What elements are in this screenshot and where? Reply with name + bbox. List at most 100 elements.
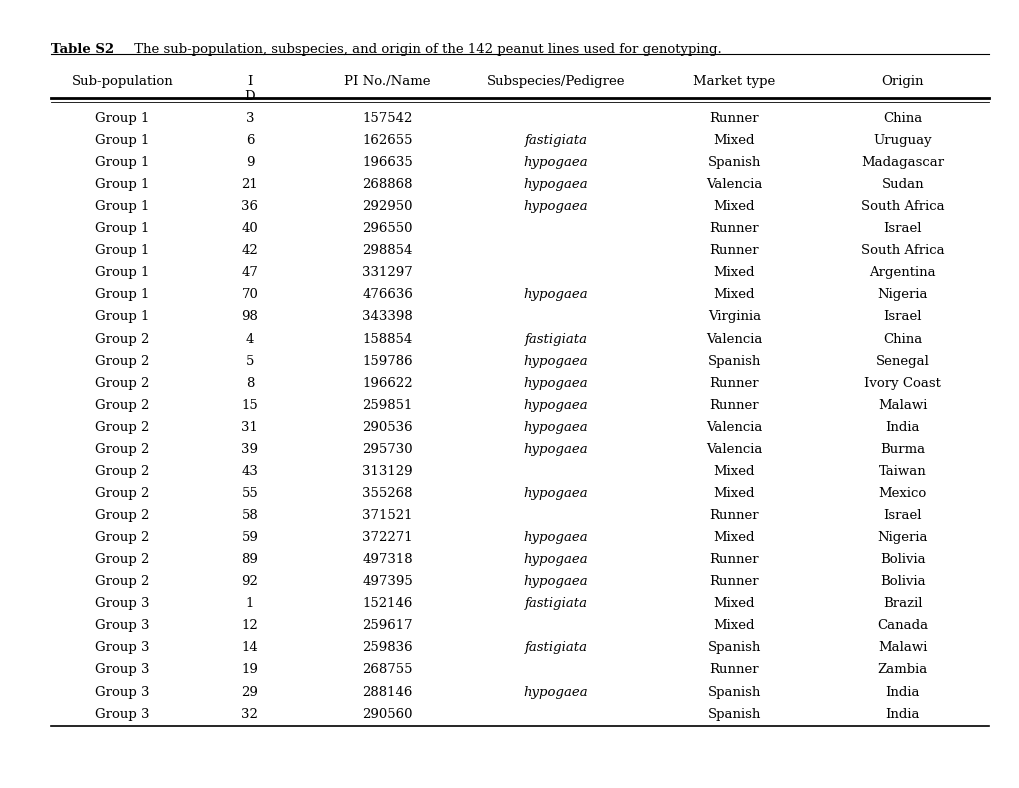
Text: Group 1: Group 1: [95, 222, 150, 235]
Text: 296550: 296550: [362, 222, 413, 235]
Text: 290536: 290536: [362, 421, 413, 433]
Text: Group 2: Group 2: [95, 531, 150, 544]
Text: hypogaea: hypogaea: [523, 355, 588, 367]
Text: Mixed: Mixed: [713, 288, 754, 301]
Text: South Africa: South Africa: [860, 244, 944, 257]
Text: Nigeria: Nigeria: [876, 288, 927, 301]
Text: Spanish: Spanish: [707, 686, 760, 698]
Text: 259836: 259836: [362, 641, 413, 654]
Text: Group 3: Group 3: [95, 708, 150, 720]
Text: 476636: 476636: [362, 288, 413, 301]
Text: 15: 15: [242, 399, 258, 411]
Text: Israel: Israel: [882, 222, 921, 235]
Text: 58: 58: [242, 509, 258, 522]
Text: 1: 1: [246, 597, 254, 610]
Text: Argentina: Argentina: [868, 266, 935, 279]
Text: hypogaea: hypogaea: [523, 200, 588, 213]
Text: hypogaea: hypogaea: [523, 686, 588, 698]
Text: 59: 59: [242, 531, 258, 544]
Text: Group 1: Group 1: [95, 200, 150, 213]
Text: Mixed: Mixed: [713, 619, 754, 632]
Text: Brazil: Brazil: [882, 597, 921, 610]
Text: Group 2: Group 2: [95, 421, 150, 433]
Text: Group 1: Group 1: [95, 178, 150, 191]
Text: 4: 4: [246, 333, 254, 345]
Text: 371521: 371521: [362, 509, 413, 522]
Text: Virginia: Virginia: [707, 310, 760, 323]
Text: Spanish: Spanish: [707, 708, 760, 720]
Text: hypogaea: hypogaea: [523, 487, 588, 500]
Text: hypogaea: hypogaea: [523, 575, 588, 588]
Text: 162655: 162655: [362, 134, 413, 147]
Text: Group 2: Group 2: [95, 575, 150, 588]
Text: 259617: 259617: [362, 619, 413, 632]
Text: Israel: Israel: [882, 509, 921, 522]
Text: Runner: Runner: [709, 575, 758, 588]
Text: 259851: 259851: [362, 399, 413, 411]
Text: Group 2: Group 2: [95, 487, 150, 500]
Text: 5: 5: [246, 355, 254, 367]
Text: 196622: 196622: [362, 377, 413, 389]
Text: Runner: Runner: [709, 244, 758, 257]
Text: 196635: 196635: [362, 156, 413, 169]
Text: Group 1: Group 1: [95, 156, 150, 169]
Text: Runner: Runner: [709, 663, 758, 676]
Text: 159786: 159786: [362, 355, 413, 367]
Text: Israel: Israel: [882, 310, 921, 323]
Text: 89: 89: [242, 553, 258, 566]
Text: fastigiata: fastigiata: [524, 597, 587, 610]
Text: 19: 19: [242, 663, 258, 676]
Text: Ivory Coast: Ivory Coast: [863, 377, 941, 389]
Text: 295730: 295730: [362, 443, 413, 455]
Text: hypogaea: hypogaea: [523, 443, 588, 455]
Text: 290560: 290560: [362, 708, 413, 720]
Text: Valencia: Valencia: [705, 421, 762, 433]
Text: hypogaea: hypogaea: [523, 156, 588, 169]
Text: Subspecies/Pedigree: Subspecies/Pedigree: [486, 75, 625, 87]
Text: hypogaea: hypogaea: [523, 288, 588, 301]
Text: Group 1: Group 1: [95, 112, 150, 125]
Text: Mexico: Mexico: [877, 487, 926, 500]
Text: Group 3: Group 3: [95, 619, 150, 632]
Text: Group 1: Group 1: [95, 310, 150, 323]
Text: 92: 92: [242, 575, 258, 588]
Text: Senegal: Senegal: [875, 355, 928, 367]
Text: Group 3: Group 3: [95, 686, 150, 698]
Text: Madagascar: Madagascar: [860, 156, 944, 169]
Text: 9: 9: [246, 156, 254, 169]
Text: 292950: 292950: [362, 200, 413, 213]
Text: Sub-population: Sub-population: [71, 75, 173, 87]
Text: Group 3: Group 3: [95, 641, 150, 654]
Text: Spanish: Spanish: [707, 156, 760, 169]
Text: 29: 29: [242, 686, 258, 698]
Text: 313129: 313129: [362, 465, 413, 478]
Text: Runner: Runner: [709, 553, 758, 566]
Text: I
D: I D: [245, 75, 255, 103]
Text: Malawi: Malawi: [877, 641, 926, 654]
Text: 70: 70: [242, 288, 258, 301]
Text: Mixed: Mixed: [713, 531, 754, 544]
Text: Mixed: Mixed: [713, 597, 754, 610]
Text: hypogaea: hypogaea: [523, 178, 588, 191]
Text: Valencia: Valencia: [705, 333, 762, 345]
Text: hypogaea: hypogaea: [523, 399, 588, 411]
Text: Mixed: Mixed: [713, 200, 754, 213]
Text: Group 2: Group 2: [95, 333, 150, 345]
Text: Table S2: Table S2: [51, 43, 114, 56]
Text: 298854: 298854: [362, 244, 413, 257]
Text: Malawi: Malawi: [877, 399, 926, 411]
Text: Runner: Runner: [709, 222, 758, 235]
Text: 98: 98: [242, 310, 258, 323]
Text: The sub-population, subspecies, and origin of the 142 peanut lines used for geno: The sub-population, subspecies, and orig…: [129, 43, 720, 56]
Text: 268868: 268868: [362, 178, 413, 191]
Text: PI No./Name: PI No./Name: [344, 75, 430, 87]
Text: fastigiata: fastigiata: [524, 134, 587, 147]
Text: China: China: [882, 112, 921, 125]
Text: Group 3: Group 3: [95, 597, 150, 610]
Text: Runner: Runner: [709, 377, 758, 389]
Text: Runner: Runner: [709, 399, 758, 411]
Text: Runner: Runner: [709, 112, 758, 125]
Text: South Africa: South Africa: [860, 200, 944, 213]
Text: hypogaea: hypogaea: [523, 531, 588, 544]
Text: Runner: Runner: [709, 509, 758, 522]
